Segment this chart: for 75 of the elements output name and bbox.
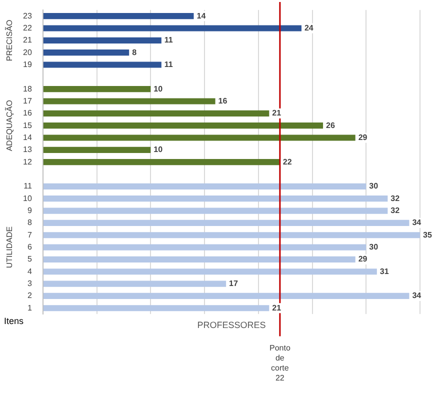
data-label: 29 [358, 132, 368, 142]
y-tick-label: 20 [22, 48, 32, 57]
bar [43, 183, 366, 190]
data-label: 11 [164, 36, 174, 45]
y-tick-label: 5 [27, 254, 32, 264]
bar [43, 50, 130, 56]
y-tick-label: 1 [27, 303, 32, 312]
y-tick-label: 13 [22, 145, 32, 154]
bar [43, 13, 194, 20]
bar [43, 232, 420, 238]
data-label: 34 [412, 218, 422, 228]
data-label: 24 [304, 23, 314, 32]
y-tick-label: 15 [22, 120, 32, 130]
bar [43, 134, 356, 141]
bar [43, 244, 366, 250]
data-label: 11 [164, 60, 174, 69]
data-label: 30 [369, 182, 379, 191]
data-label: 32 [390, 194, 400, 203]
bar [43, 37, 162, 44]
y-tick-label: 7 [27, 230, 32, 240]
y-tick-label: 9 [27, 206, 32, 215]
data-label: 34 [412, 291, 422, 300]
y-tick-label: 18 [22, 84, 32, 94]
y-tick-label: 4 [27, 266, 32, 276]
bar [43, 122, 324, 129]
bar [43, 220, 410, 226]
text: UTILIDADE [5, 226, 14, 268]
ref-line-label: Ponto de corte 22 [269, 343, 291, 382]
bar [43, 86, 151, 92]
y-tick-label: 10 [22, 194, 32, 203]
y-tick-label: 11 [24, 182, 32, 191]
bar [43, 196, 388, 202]
y-tick-label: 12 [22, 157, 32, 166]
data-label: 30 [369, 242, 379, 252]
data-label: 31 [380, 266, 390, 276]
bar [43, 98, 216, 104]
bar [43, 159, 280, 166]
data-label: 22 [282, 157, 292, 166]
bar [43, 25, 302, 32]
text: PRECISÃO [4, 20, 14, 62]
y-tick-label: 17 [22, 96, 32, 106]
data-label: 26 [326, 120, 336, 130]
data-label: 16 [218, 96, 228, 106]
text: ADEQUAÇÃO [4, 100, 14, 152]
y-tick-label: 16 [22, 108, 32, 118]
y-tick-label: 21 [22, 36, 32, 45]
y-tick-label: 23 [22, 11, 32, 20]
y-tick-label: 19 [22, 60, 32, 69]
data-label: 10 [154, 145, 164, 154]
data-label: 21 [272, 303, 282, 312]
data-label: 32 [390, 206, 400, 215]
y-tick-label: 2 [27, 291, 32, 300]
bar [43, 280, 226, 287]
bar [43, 146, 151, 153]
bar [43, 208, 388, 214]
y-tick-label: 8 [27, 218, 32, 228]
bar [43, 110, 270, 116]
data-label: 35 [423, 230, 432, 240]
bar [43, 292, 410, 299]
data-label: 29 [358, 254, 368, 264]
data-label: 14 [196, 11, 206, 20]
bar [43, 305, 270, 312]
data-label: 8 [132, 48, 138, 57]
y-tick-label: 22 [22, 23, 32, 32]
y-axis-title: Itens [4, 316, 24, 326]
data-label: 21 [272, 108, 282, 118]
bar [43, 256, 356, 262]
bar [43, 268, 377, 275]
y-tick-label: 3 [27, 278, 32, 288]
x-axis-title: PROFESSORES [197, 320, 266, 330]
y-tick-label: 6 [27, 242, 32, 252]
data-label: 17 [229, 278, 239, 288]
data-label: 10 [154, 84, 164, 94]
y-tick-label: 14 [22, 132, 32, 142]
bar [43, 62, 162, 68]
